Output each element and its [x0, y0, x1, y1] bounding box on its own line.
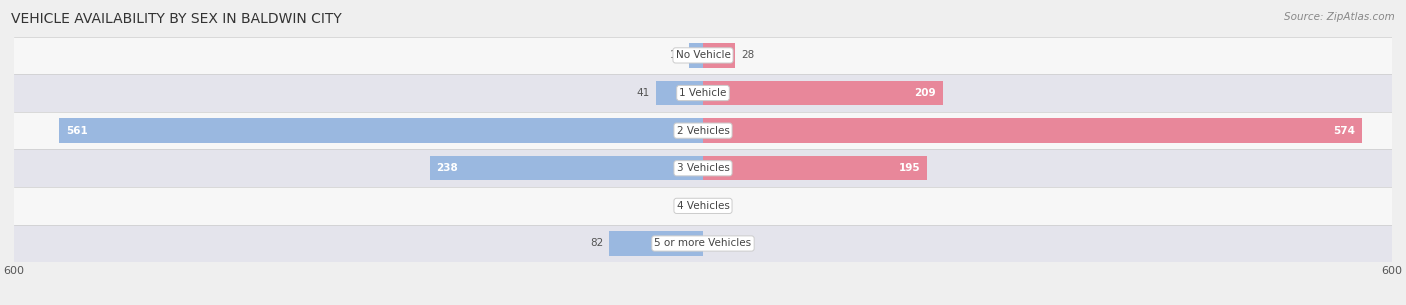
Text: 4 Vehicles: 4 Vehicles [676, 201, 730, 211]
Text: No Vehicle: No Vehicle [675, 50, 731, 60]
Bar [430, 156, 703, 181]
Bar [703, 81, 943, 105]
Text: 0: 0 [709, 201, 716, 211]
Bar [14, 149, 1392, 187]
Bar [14, 187, 1392, 225]
Bar [703, 118, 1362, 143]
Text: 238: 238 [437, 163, 458, 173]
Bar [14, 225, 1392, 262]
Text: 1 Vehicle: 1 Vehicle [679, 88, 727, 98]
Text: 3 Vehicles: 3 Vehicles [676, 163, 730, 173]
Bar [703, 43, 735, 68]
Bar [609, 231, 703, 256]
Text: 0: 0 [709, 239, 716, 249]
Bar [14, 112, 1392, 149]
Text: 12: 12 [671, 50, 683, 60]
Bar [703, 156, 927, 181]
Text: 561: 561 [66, 126, 87, 136]
Text: 28: 28 [741, 50, 754, 60]
Text: 82: 82 [591, 239, 603, 249]
Text: Source: ZipAtlas.com: Source: ZipAtlas.com [1284, 12, 1395, 22]
Text: 41: 41 [637, 88, 650, 98]
Bar [689, 43, 703, 68]
Text: 574: 574 [1333, 126, 1355, 136]
Text: VEHICLE AVAILABILITY BY SEX IN BALDWIN CITY: VEHICLE AVAILABILITY BY SEX IN BALDWIN C… [11, 12, 342, 26]
Bar [657, 81, 703, 105]
Bar [14, 37, 1392, 74]
Bar [14, 74, 1392, 112]
Text: 209: 209 [914, 88, 936, 98]
Text: 5 or more Vehicles: 5 or more Vehicles [654, 239, 752, 249]
Text: 0: 0 [690, 201, 697, 211]
Text: 195: 195 [898, 163, 920, 173]
Text: 2 Vehicles: 2 Vehicles [676, 126, 730, 136]
Bar [59, 118, 703, 143]
